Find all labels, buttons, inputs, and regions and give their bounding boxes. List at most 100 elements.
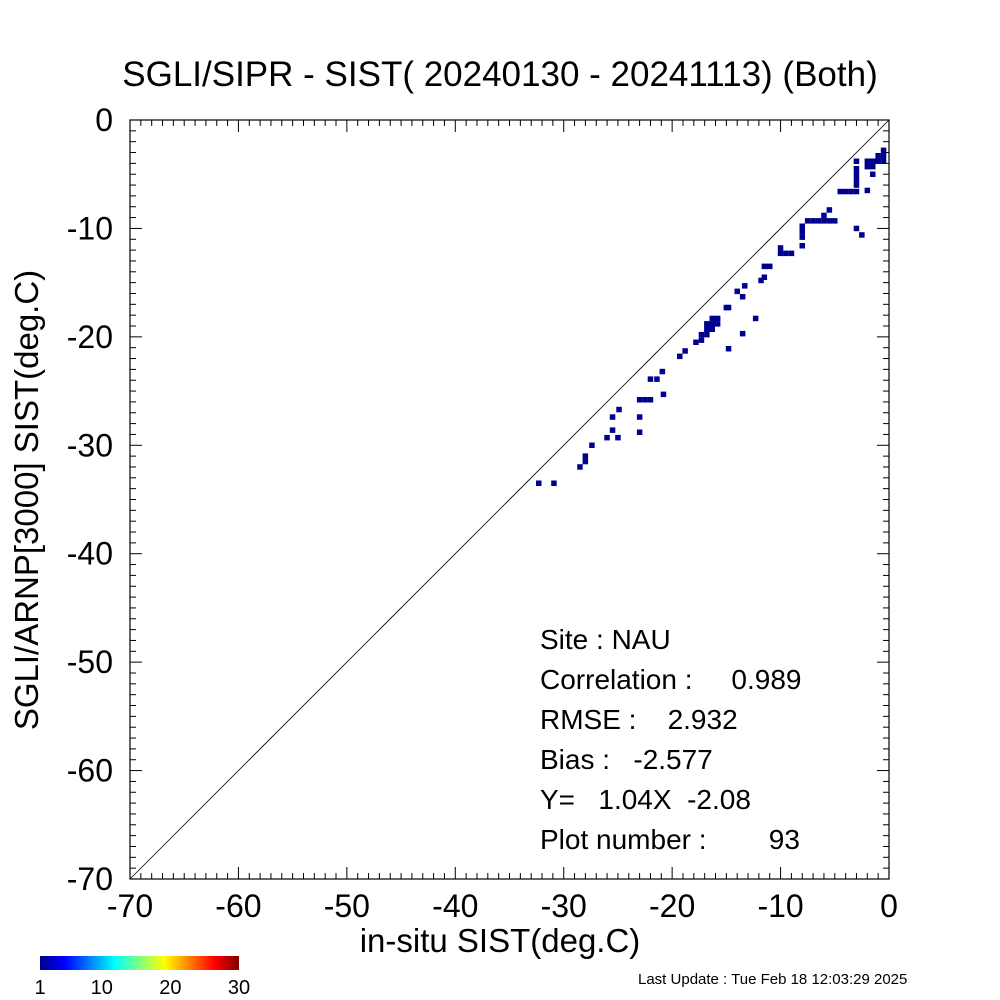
density-cell — [551, 480, 557, 486]
density-cell — [815, 218, 822, 224]
colorbar-tick-label: 20 — [159, 977, 181, 999]
density-cell — [636, 429, 643, 435]
density-cell — [864, 187, 871, 194]
density-cell — [654, 376, 660, 382]
density-cell — [615, 434, 621, 441]
density-cell — [783, 250, 789, 257]
density-cell — [704, 326, 710, 332]
density-cell — [704, 331, 710, 338]
colorbar-tick-label: 30 — [228, 977, 250, 999]
last-update-label: Last Update : Tue Feb 18 12:03:29 2025 — [638, 971, 908, 988]
density-cell — [709, 315, 715, 322]
density-cell — [853, 171, 860, 177]
density-cell — [636, 397, 643, 403]
y-tick-label: -50 — [67, 644, 113, 680]
density-cell — [853, 188, 860, 195]
colorbar-tick-label: 10 — [91, 977, 113, 999]
density-cell — [777, 250, 784, 257]
y-tick-label: -20 — [67, 319, 113, 355]
density-cell — [616, 406, 622, 413]
colorbar-tick-label: 1 — [34, 977, 45, 999]
density-cell — [698, 331, 705, 338]
density-cell — [604, 434, 610, 441]
density-cell — [589, 442, 595, 448]
density-cell — [709, 321, 715, 327]
density-cell — [609, 414, 616, 420]
density-cell — [647, 397, 654, 403]
density-cell — [826, 218, 833, 224]
density-cell — [739, 330, 746, 337]
density-cell — [709, 326, 715, 332]
y-tick-label: -10 — [67, 210, 113, 246]
density-cell — [788, 250, 795, 257]
density-cell — [875, 158, 881, 164]
correlation-label: Correlation : 0.989 — [540, 664, 802, 695]
density-cell — [761, 263, 768, 270]
x-tick-label: -70 — [107, 888, 153, 924]
density-cell — [761, 274, 768, 280]
density-cell — [853, 158, 860, 164]
rmse-label: RMSE : 2.932 — [540, 704, 738, 735]
density-cell — [880, 153, 887, 159]
density-cell — [848, 188, 854, 195]
density-cell — [659, 368, 666, 375]
density-cell — [739, 294, 746, 300]
density-cell — [837, 188, 843, 195]
density-cell — [826, 207, 833, 213]
density-cell — [799, 228, 805, 235]
density-cell — [804, 218, 811, 224]
density-cell — [897, 195, 903, 201]
density-cell — [577, 464, 583, 470]
density-cell — [864, 158, 871, 164]
density-cell — [693, 339, 699, 345]
density-cell — [853, 166, 860, 172]
density-cell — [870, 158, 876, 164]
density-cell — [767, 263, 773, 270]
density-cell — [870, 171, 876, 177]
density-cell — [810, 218, 816, 224]
density-cell — [636, 414, 643, 420]
y-tick-label: -40 — [67, 536, 113, 572]
density-cell — [853, 182, 860, 188]
density-cell — [609, 427, 616, 433]
chart-title: SGLI/SIPR - SIST( 20240130 - 20241113) (… — [122, 55, 878, 94]
x-axis-label: in-situ SIST(deg.C) — [359, 922, 641, 959]
density-cell — [714, 315, 721, 322]
density-cell — [842, 188, 849, 195]
x-tick-label: -10 — [757, 888, 803, 924]
x-tick-label: -30 — [541, 888, 587, 924]
density-cell — [853, 176, 860, 183]
density-cell — [734, 288, 740, 295]
density-cell — [875, 153, 881, 159]
density-cell — [660, 391, 667, 398]
y-axis-label: SGLI/ARNP[3000] SIST(deg.C) — [8, 269, 45, 731]
density-cell — [758, 277, 764, 284]
colorbar — [40, 956, 239, 970]
statistics-box: Site : NAU Correlation : 0.989 RMSE : 2.… — [540, 620, 801, 860]
plot-number-label: Plot number : 93 — [540, 824, 800, 855]
y-tick-label: -70 — [67, 861, 113, 897]
density-cell — [799, 234, 805, 240]
density-cell — [880, 158, 887, 164]
bias-label: Bias : -2.577 — [540, 744, 713, 775]
y-tick-labels: 0 -10 -20 -30 -40 -50 -60 -70 — [67, 102, 113, 897]
density-cell — [891, 153, 897, 159]
density-cell — [821, 212, 827, 219]
density-cell — [682, 348, 688, 354]
colorbar-tick-labels: 1 10 20 30 — [34, 977, 250, 999]
density-cell — [920, 130, 926, 136]
density-cell — [880, 147, 887, 154]
y-tick-label: -60 — [67, 753, 113, 789]
density-cell — [821, 218, 827, 224]
density-cell — [777, 245, 784, 251]
x-tick-label: -60 — [215, 888, 261, 924]
density-cells — [536, 130, 926, 486]
y-tick-label: -30 — [67, 427, 113, 463]
density-cell — [677, 353, 683, 360]
density-cell — [642, 397, 648, 403]
density-cell — [582, 458, 589, 465]
site-label: Site : NAU — [540, 624, 671, 655]
x-tick-label: -40 — [432, 888, 478, 924]
density-cell — [742, 283, 748, 289]
density-cell — [536, 480, 542, 486]
